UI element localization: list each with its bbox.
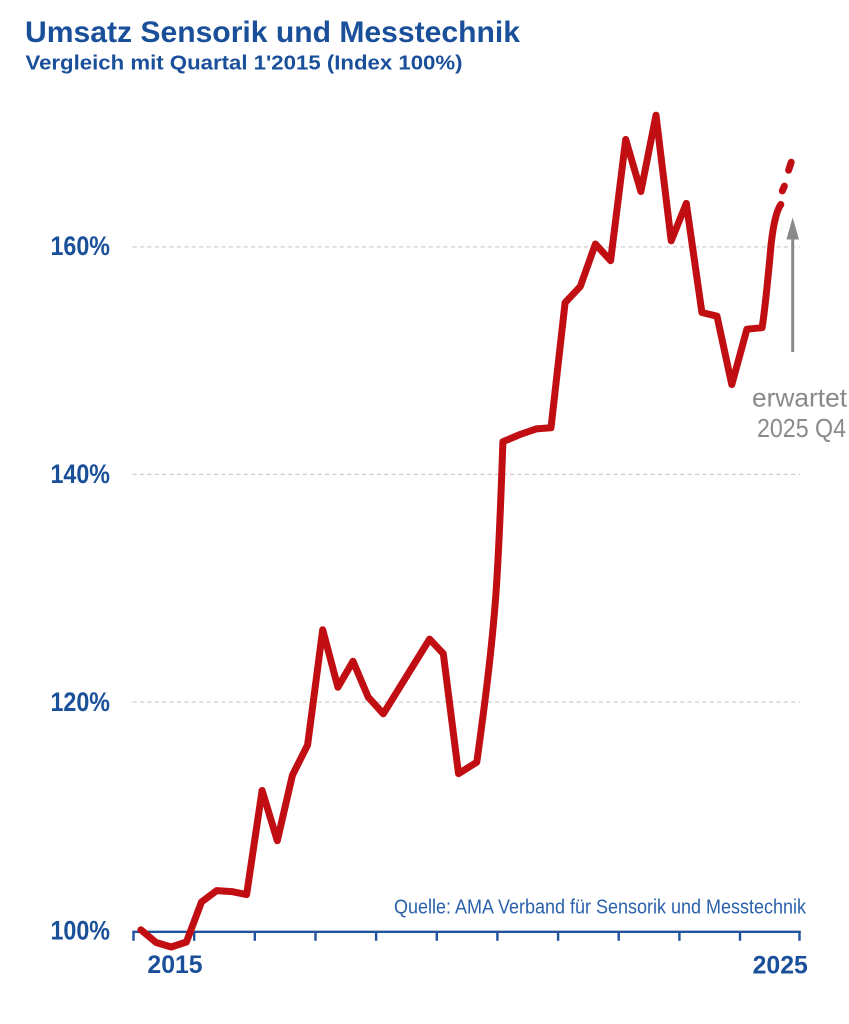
svg-text:140%: 140%	[51, 459, 111, 489]
svg-text:120%: 120%	[51, 687, 111, 717]
svg-text:160%: 160%	[51, 231, 111, 261]
svg-text:100%: 100%	[51, 915, 111, 945]
svg-text:2015: 2015	[147, 952, 202, 979]
svg-text:2025 Q4: 2025 Q4	[757, 413, 846, 443]
svg-text:erwartet: erwartet	[752, 382, 848, 412]
svg-text:Umsatz Sensorik und Messtechni: Umsatz Sensorik und Messtechnik	[25, 16, 521, 49]
svg-text:Quelle: AMA Verband für Sensor: Quelle: AMA Verband für Sensorik und Mes…	[394, 897, 807, 919]
svg-text:Vergleich mit Quartal 1'2015 (: Vergleich mit Quartal 1'2015 (Index 100%…	[26, 53, 463, 75]
svg-text:2025: 2025	[753, 953, 808, 980]
